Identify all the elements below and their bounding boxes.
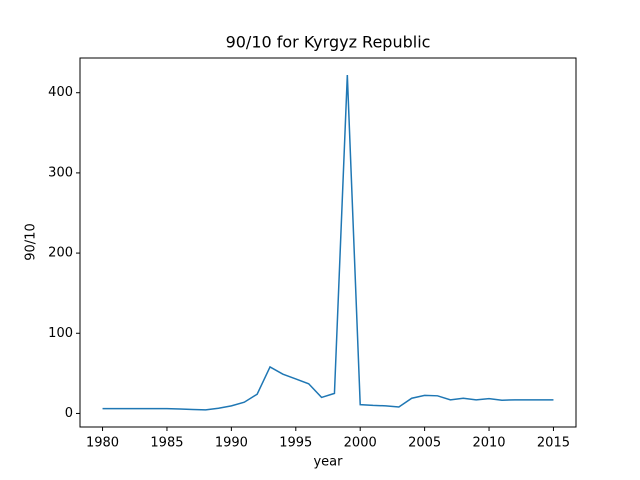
x-tick-label: 2015: [537, 436, 570, 451]
chart-title: 90/10 for Kyrgyz Republic: [226, 33, 431, 52]
axes-frame: [79, 57, 577, 428]
x-tick-label: 2005: [408, 436, 441, 451]
y-tick-label: 200: [48, 246, 73, 261]
line-series: [102, 75, 554, 411]
x-tick-label: 1980: [86, 436, 119, 451]
y-axis-label: 90/10: [24, 223, 39, 260]
y-tick-label: 0: [65, 406, 73, 421]
x-tick-label: 1985: [150, 436, 183, 451]
x-tick-label: 1995: [279, 436, 312, 451]
x-tick-label: 2000: [344, 436, 377, 451]
x-axis-label: year: [313, 455, 343, 470]
y-tick-label: 300: [48, 165, 73, 180]
y-tick-label: 400: [48, 85, 73, 100]
x-tick-label: 2010: [472, 436, 505, 451]
y-tick-label: 100: [48, 326, 73, 341]
x-tick-label: 1990: [215, 436, 248, 451]
